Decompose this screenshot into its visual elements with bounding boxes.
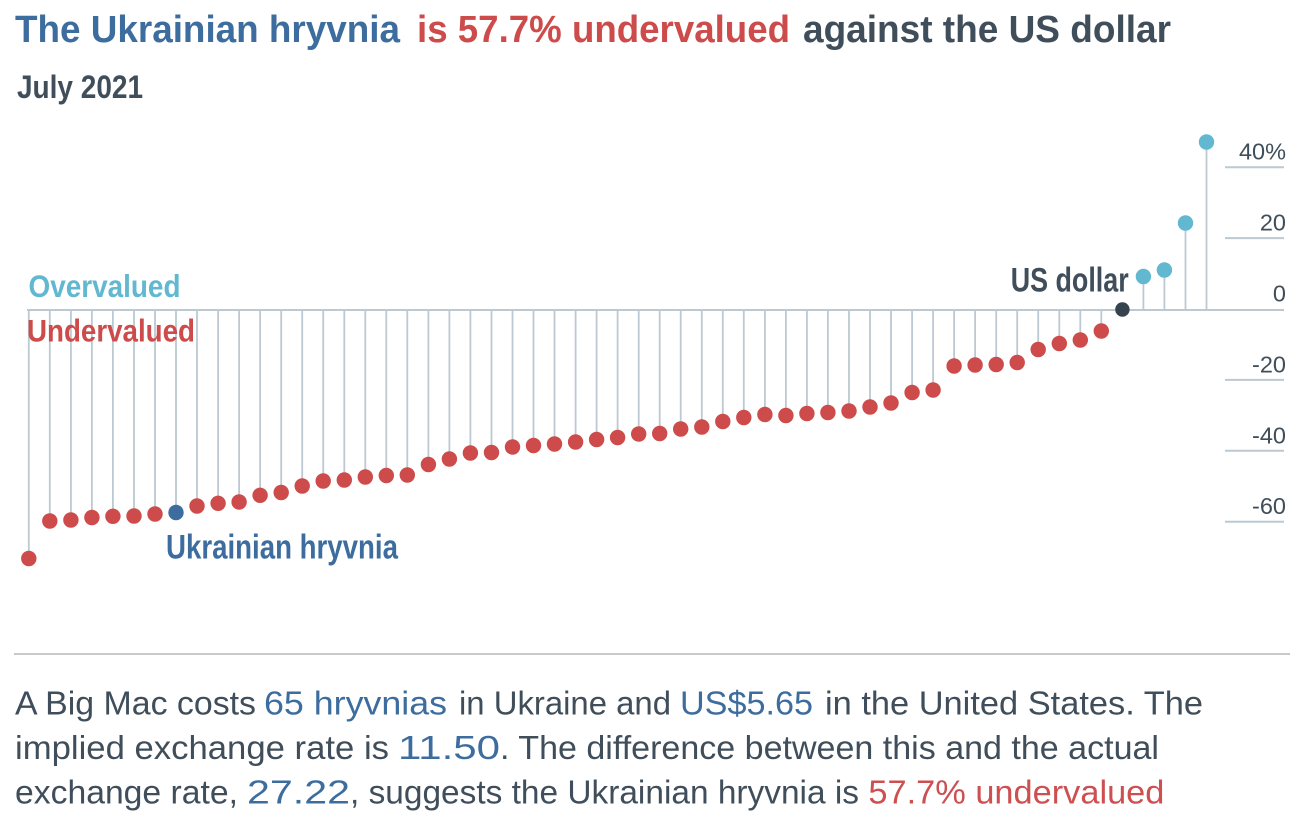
svg-text:-20: -20 (1252, 351, 1286, 377)
svg-text:The Ukrainian hryvnia: The Ukrainian hryvnia (15, 9, 401, 51)
svg-text:65 hryvnias: 65 hryvnias (264, 686, 447, 723)
svg-text:Ukrainian hryvnia: Ukrainian hryvnia (166, 528, 399, 566)
svg-text:57.7% undervalued: 57.7% undervalued (868, 775, 1164, 812)
svg-text:in the United States. The: in the United States. The (825, 686, 1203, 723)
svg-text:in Ukraine and: in Ukraine and (459, 686, 671, 723)
svg-text:Overvalued: Overvalued (29, 268, 181, 304)
svg-text:July 2021: July 2021 (17, 69, 143, 105)
svg-text:is 57.7% undervalued: is 57.7% undervalued (417, 9, 790, 51)
svg-text:implied exchange rate is: implied exchange rate is (15, 730, 389, 767)
svg-text:-40: -40 (1252, 422, 1286, 448)
svg-text:20: 20 (1260, 210, 1286, 236)
svg-text:Undervalued: Undervalued (27, 313, 195, 349)
svg-text:against the US dollar: against the US dollar (803, 9, 1171, 51)
svg-text:0: 0 (1273, 281, 1286, 307)
svg-text:40%: 40% (1239, 139, 1286, 165)
svg-text:A Big Mac costs: A Big Mac costs (15, 686, 256, 723)
svg-text:-60: -60 (1252, 493, 1286, 519)
svg-text:exchange rate,: exchange rate, (15, 775, 238, 812)
svg-text:. The difference between this: . The difference between this and the ac… (500, 730, 1159, 767)
svg-text:US$5.65: US$5.65 (680, 686, 813, 723)
svg-text:, suggests the Ukrainian hryvn: , suggests the Ukrainian hryvnia is (350, 775, 859, 812)
svg-text:27.22: 27.22 (247, 775, 350, 812)
svg-text:US dollar: US dollar (1011, 261, 1129, 299)
svg-text:11.50: 11.50 (398, 730, 500, 767)
